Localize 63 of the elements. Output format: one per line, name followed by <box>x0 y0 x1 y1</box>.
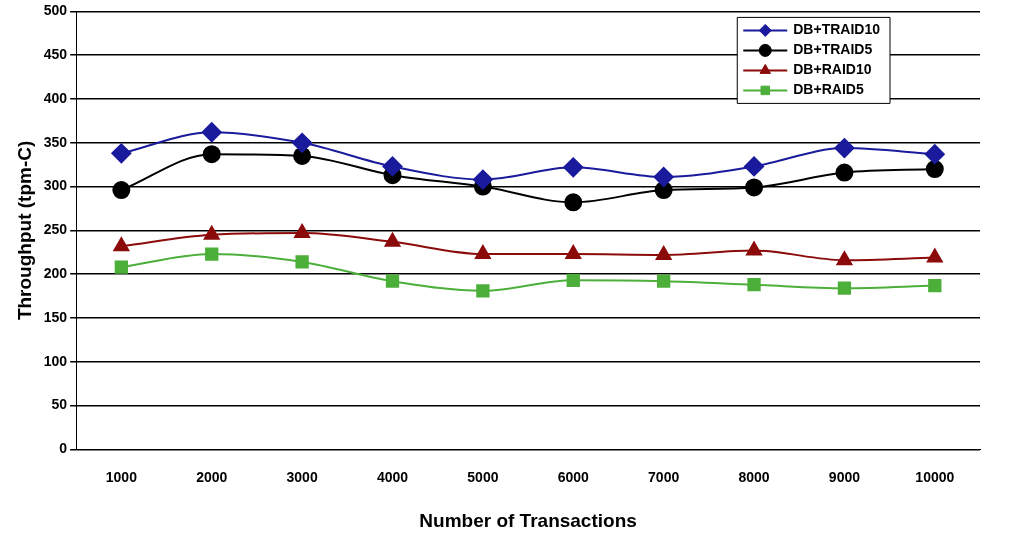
point <box>928 278 942 293</box>
point <box>476 284 490 298</box>
point <box>565 245 582 260</box>
y-tick-label: 200 <box>43 265 68 282</box>
x-tick-label: 10000 <box>915 468 955 485</box>
point <box>382 156 403 177</box>
x-axis-title: Number of Transactions <box>419 509 637 531</box>
y-tick-label: 150 <box>43 308 68 325</box>
point <box>113 237 130 252</box>
x-tick-label: 7000 <box>648 468 680 485</box>
point <box>837 281 852 295</box>
point <box>111 143 132 164</box>
point <box>112 181 131 200</box>
point <box>836 251 853 266</box>
point <box>657 274 671 288</box>
x-tick-label: 8000 <box>738 468 770 485</box>
point <box>744 156 765 177</box>
point <box>834 138 855 159</box>
legend-label: DB+TRAID10 <box>793 21 881 38</box>
point <box>653 166 674 187</box>
point <box>747 278 761 292</box>
point <box>926 248 943 263</box>
y-axis-title: Throughput (tpm-C) <box>13 140 35 321</box>
x-tick-label: 9000 <box>828 468 861 485</box>
x-tick-label: 2000 <box>196 468 228 485</box>
point <box>202 145 221 164</box>
point <box>746 241 762 256</box>
point <box>924 144 945 165</box>
legend-label: DB+RAID10 <box>793 61 872 78</box>
y-tick-label: 350 <box>43 133 68 150</box>
point <box>835 163 854 182</box>
point <box>294 224 311 239</box>
point <box>114 260 129 274</box>
point <box>292 132 313 153</box>
y-tick-label: 50 <box>51 396 68 413</box>
point <box>925 160 944 179</box>
x-tick-label: 1000 <box>105 468 138 485</box>
y-tick-label: 250 <box>43 221 68 238</box>
y-tick-label: 100 <box>43 352 68 369</box>
y-tick-label: 0 <box>59 440 68 457</box>
point <box>563 157 584 178</box>
point <box>564 193 583 212</box>
y-tick-label: 300 <box>43 177 68 194</box>
point <box>295 255 309 269</box>
point <box>566 273 580 287</box>
point <box>474 245 491 260</box>
point <box>201 122 222 143</box>
y-tick-label: 450 <box>43 46 68 63</box>
x-tick-label: 3000 <box>286 468 318 485</box>
legend-label: DB+TRAID5 <box>793 41 873 58</box>
point <box>384 232 401 247</box>
x-tick-label: 5000 <box>467 468 499 485</box>
point <box>472 169 493 190</box>
y-tick-label: 500 <box>43 2 68 19</box>
x-tick-label: 4000 <box>376 468 409 485</box>
point <box>745 178 764 197</box>
point <box>655 245 672 260</box>
legend-label: DB+RAID5 <box>793 81 864 98</box>
y-tick-label: 400 <box>43 89 68 106</box>
point <box>203 225 220 240</box>
point <box>205 247 219 261</box>
point <box>385 274 400 288</box>
x-tick-label: 6000 <box>557 468 590 485</box>
